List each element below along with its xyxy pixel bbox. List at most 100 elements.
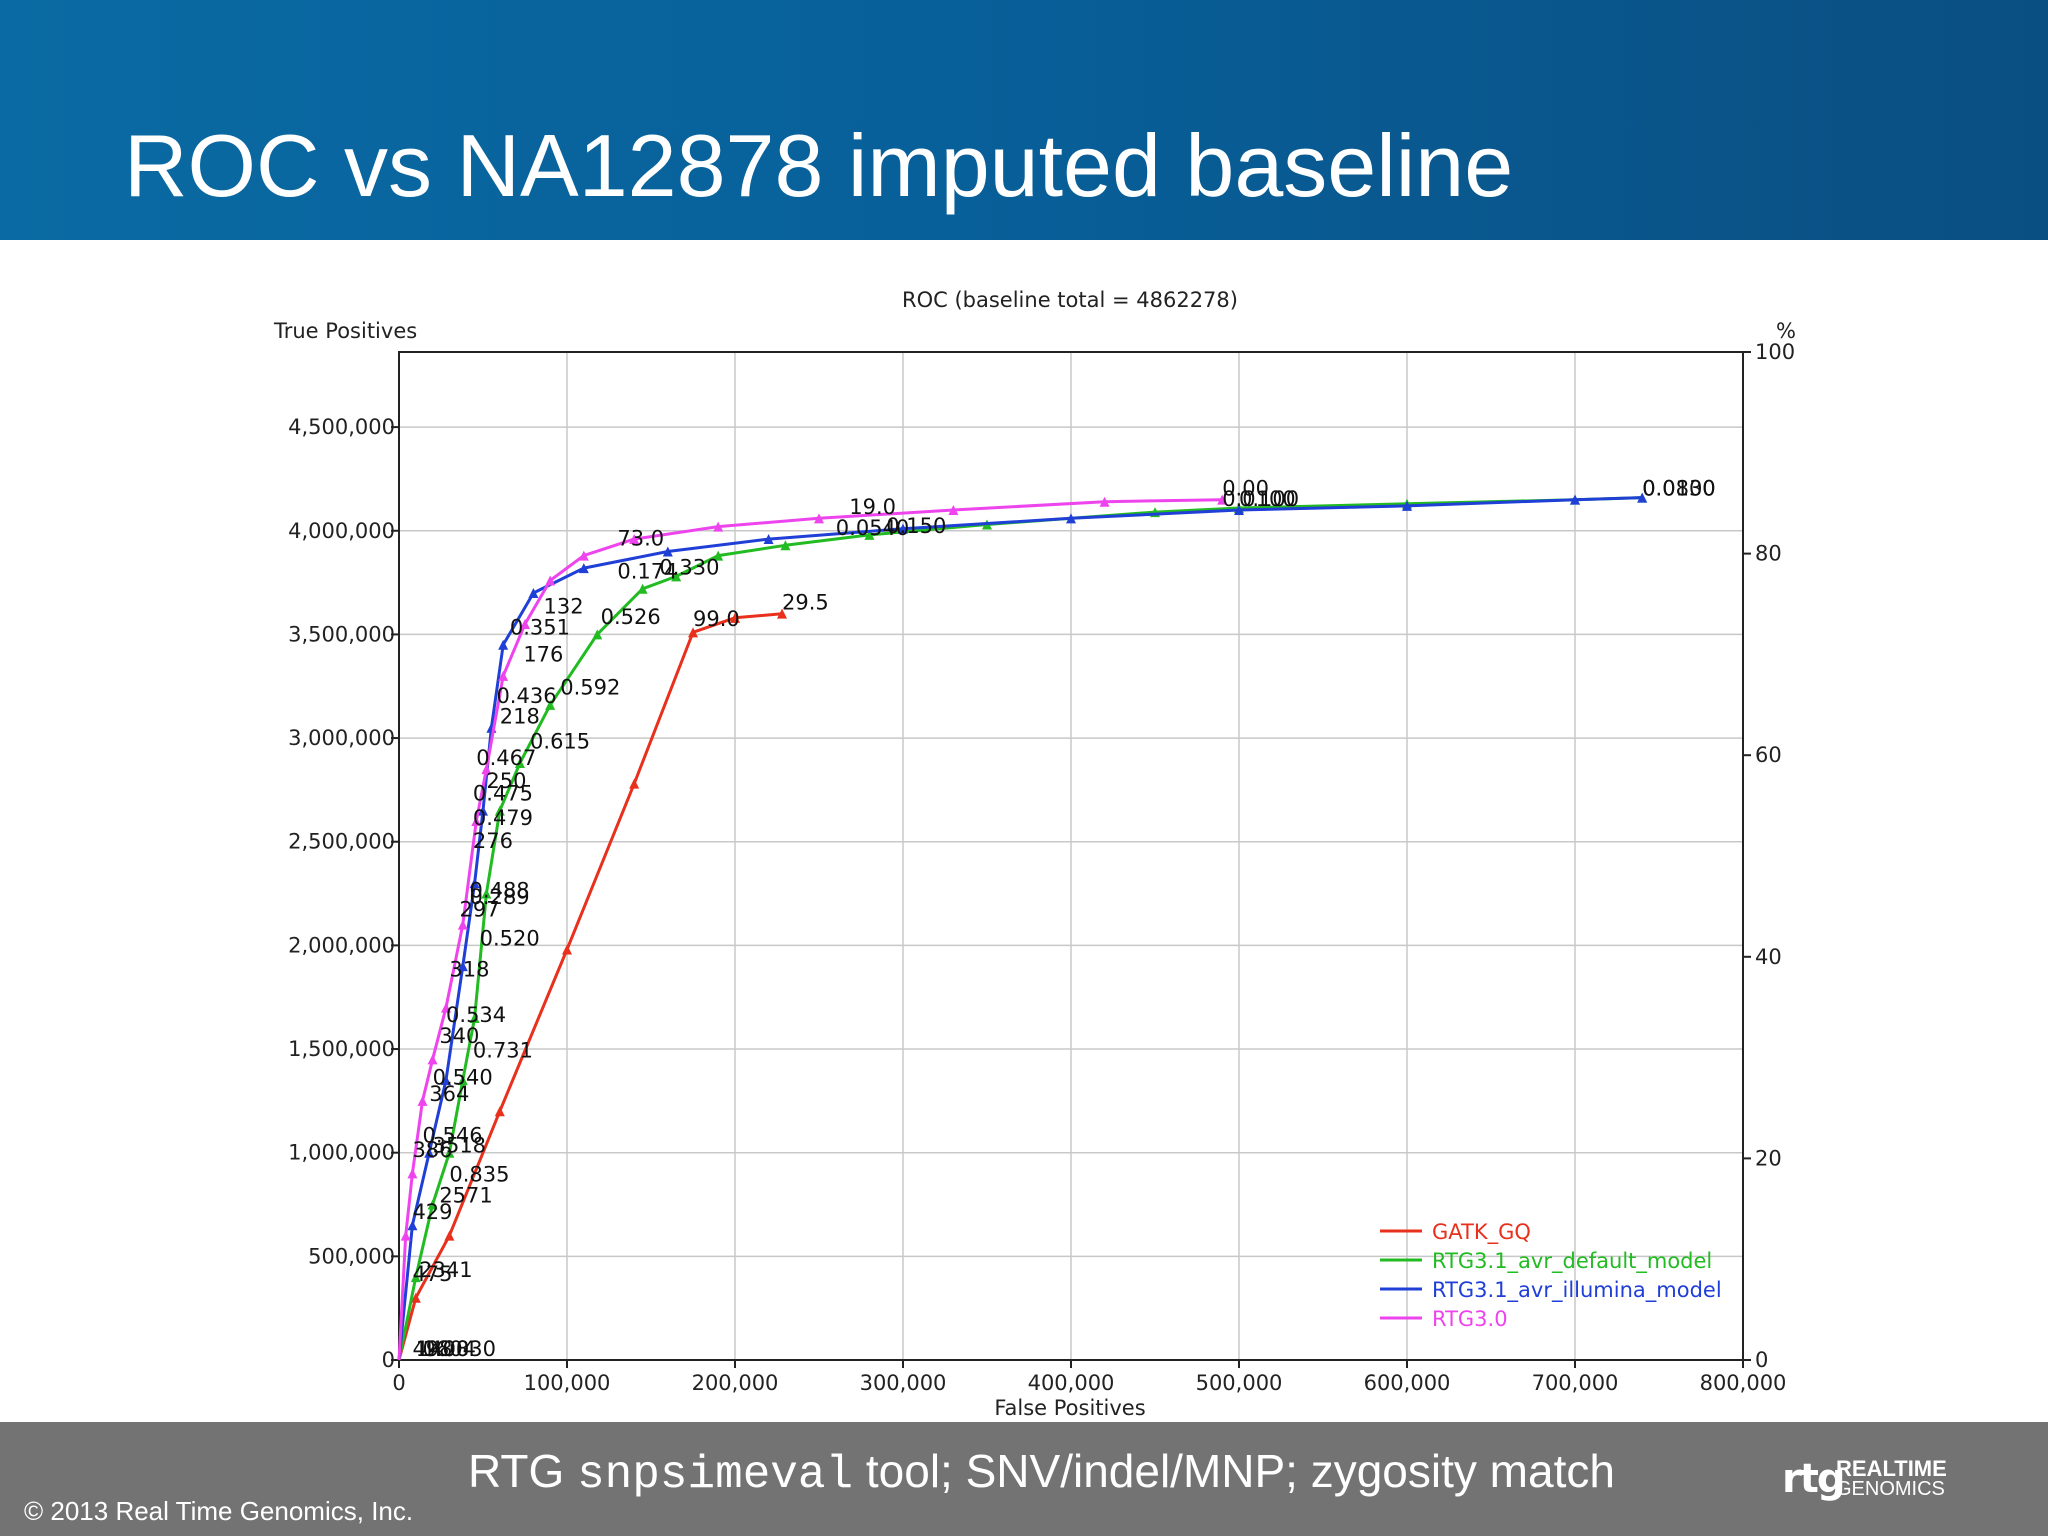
y-tick-label: 4,500,000	[288, 415, 395, 439]
series-point-marker	[1637, 492, 1648, 503]
series-point-marker	[1217, 494, 1228, 505]
point-label: 0.150	[886, 514, 946, 538]
series-point-marker	[662, 546, 673, 557]
series-point-marker	[441, 1002, 452, 1013]
point-label: 475	[412, 1262, 452, 1286]
series-point-marker	[864, 529, 875, 540]
point-label: 0.488	[470, 879, 530, 903]
series-point-marker	[528, 587, 539, 598]
point-label: 297	[459, 897, 499, 921]
series-point-marker	[494, 1106, 505, 1117]
x-tick-label: 300,000	[860, 1371, 947, 1395]
chart-title: ROC (baseline total = 4862278)	[902, 288, 1238, 312]
y-tick-label: 1,000,000	[288, 1141, 395, 1165]
series-point-marker	[441, 1075, 452, 1086]
point-label: 276	[473, 829, 513, 853]
point-label: 386	[412, 1138, 452, 1162]
series-point-marker	[520, 619, 530, 630]
point-label: 0.520	[480, 926, 540, 950]
series-point-marker	[1570, 494, 1580, 505]
point-label: 0.0540	[836, 516, 909, 540]
point-label: 0.546	[423, 1123, 483, 1147]
series-point-marker	[948, 505, 959, 516]
series-point-marker	[424, 1147, 435, 1158]
series-point-marker	[469, 878, 480, 889]
series-point-marker	[481, 888, 492, 899]
company-logo: rtg REALTIME GENOMICS	[1782, 1452, 1952, 1502]
point-label: 0.540	[433, 1065, 493, 1089]
series-point-marker	[777, 608, 788, 619]
point-label: 73.0	[617, 526, 664, 550]
legend: GATK_GQ RTG3.1_avr_default_model RTG3.1_av…	[1380, 1220, 1722, 1331]
point-labels: 1604 2341 2571 3518 99.0 29.5 1400 0.835 0.731 0.…	[412, 477, 1715, 1361]
x-tick-label: 600,000	[1364, 1371, 1451, 1395]
series-point-marker	[444, 1230, 455, 1241]
roc-chart: ROC (baseline total = 4862278) True Posi…	[0, 240, 2048, 1422]
x-tick-label: 500,000	[1196, 1371, 1283, 1395]
series-point-marker	[629, 778, 640, 789]
series-point-marker	[457, 1075, 468, 1086]
point-label: 0.330	[659, 555, 719, 579]
y-tick-label: 3,500,000	[288, 622, 395, 646]
point-label: 0.731	[473, 1038, 533, 1062]
series-point-marker	[545, 575, 556, 586]
point-label: 498	[412, 1337, 452, 1361]
y-tick-label: 0	[382, 1348, 395, 1372]
point-label: 19.0	[849, 495, 896, 519]
series-line-1	[397, 496, 1643, 1361]
series-point-marker	[427, 1054, 438, 1065]
axes: 0 100,000 200,000 300,000 400,000 500,000 600,…	[288, 340, 1795, 1395]
series-point-marker	[407, 1168, 418, 1179]
series-point-marker	[578, 550, 589, 561]
point-label: 0.475	[473, 781, 533, 805]
legend-entry: RTG3.1_avr_default_model	[1432, 1249, 1712, 1274]
point-label: 0.0100	[1222, 487, 1295, 511]
y2-tick-label: 100	[1755, 340, 1795, 364]
point-label: 1604	[423, 1337, 476, 1361]
point-label: 0.0100	[1642, 477, 1715, 501]
point-label: 0.615	[530, 729, 590, 753]
series-point-marker	[545, 699, 556, 710]
series-point-marker	[514, 757, 525, 768]
copyright-text: © 2013 Real Time Genomics, Inc.	[24, 1496, 414, 1526]
footer-bar	[0, 1422, 2048, 1536]
logo-word-realtime: REALTIME	[1836, 1456, 1947, 1481]
point-label: 1400	[416, 1337, 469, 1361]
series-point-marker	[417, 1095, 428, 1106]
caption-prefix: RTG	[468, 1445, 578, 1497]
series-lines	[397, 492, 1648, 1361]
point-label: 0.436	[496, 684, 556, 708]
footer-caption: RTG snpsimeval tool; SNV/indel/MNP; zygo…	[468, 1438, 1615, 1508]
legend-entry: RTG3.1_avr_illumina_model	[1432, 1278, 1722, 1303]
series-point-marker	[671, 571, 682, 582]
x-tick-label: 400,000	[1028, 1371, 1115, 1395]
series-point-marker	[562, 944, 572, 955]
series-point-marker	[592, 629, 603, 640]
point-label: 0.351	[510, 615, 570, 639]
caption-code: snpsimeval	[577, 1449, 854, 1501]
point-label: 3518	[433, 1134, 486, 1158]
legend-entry: GATK_GQ	[1432, 1220, 1531, 1245]
series-point-marker	[814, 513, 824, 524]
series-point-marker	[407, 1220, 418, 1231]
point-label: 0.592	[560, 676, 620, 700]
point-label: 29.5	[782, 591, 829, 615]
series-point-marker	[730, 612, 740, 623]
y2-tick-label: 0	[1755, 1348, 1768, 1372]
caption-suffix: tool; SNV/indel/MNP; zygosity match	[853, 1445, 1615, 1497]
point-label: 0.0830	[423, 1337, 496, 1361]
y2-tick-label: 60	[1755, 743, 1782, 767]
y-tick-label: 2,000,000	[288, 933, 395, 957]
point-label: 364	[429, 1082, 469, 1106]
series-point-marker	[498, 639, 509, 650]
series-point-marker	[469, 1012, 480, 1023]
point-label: 218	[500, 705, 540, 729]
series-point-marker	[713, 550, 724, 561]
series-point-marker	[1234, 505, 1244, 516]
point-label: 2341	[419, 1258, 472, 1282]
series-point-marker	[1066, 513, 1076, 524]
point-label: 99.0	[693, 607, 740, 631]
point-label: 0.467	[476, 746, 536, 770]
point-label: 0.479	[473, 806, 533, 830]
series-point-marker	[578, 563, 589, 574]
